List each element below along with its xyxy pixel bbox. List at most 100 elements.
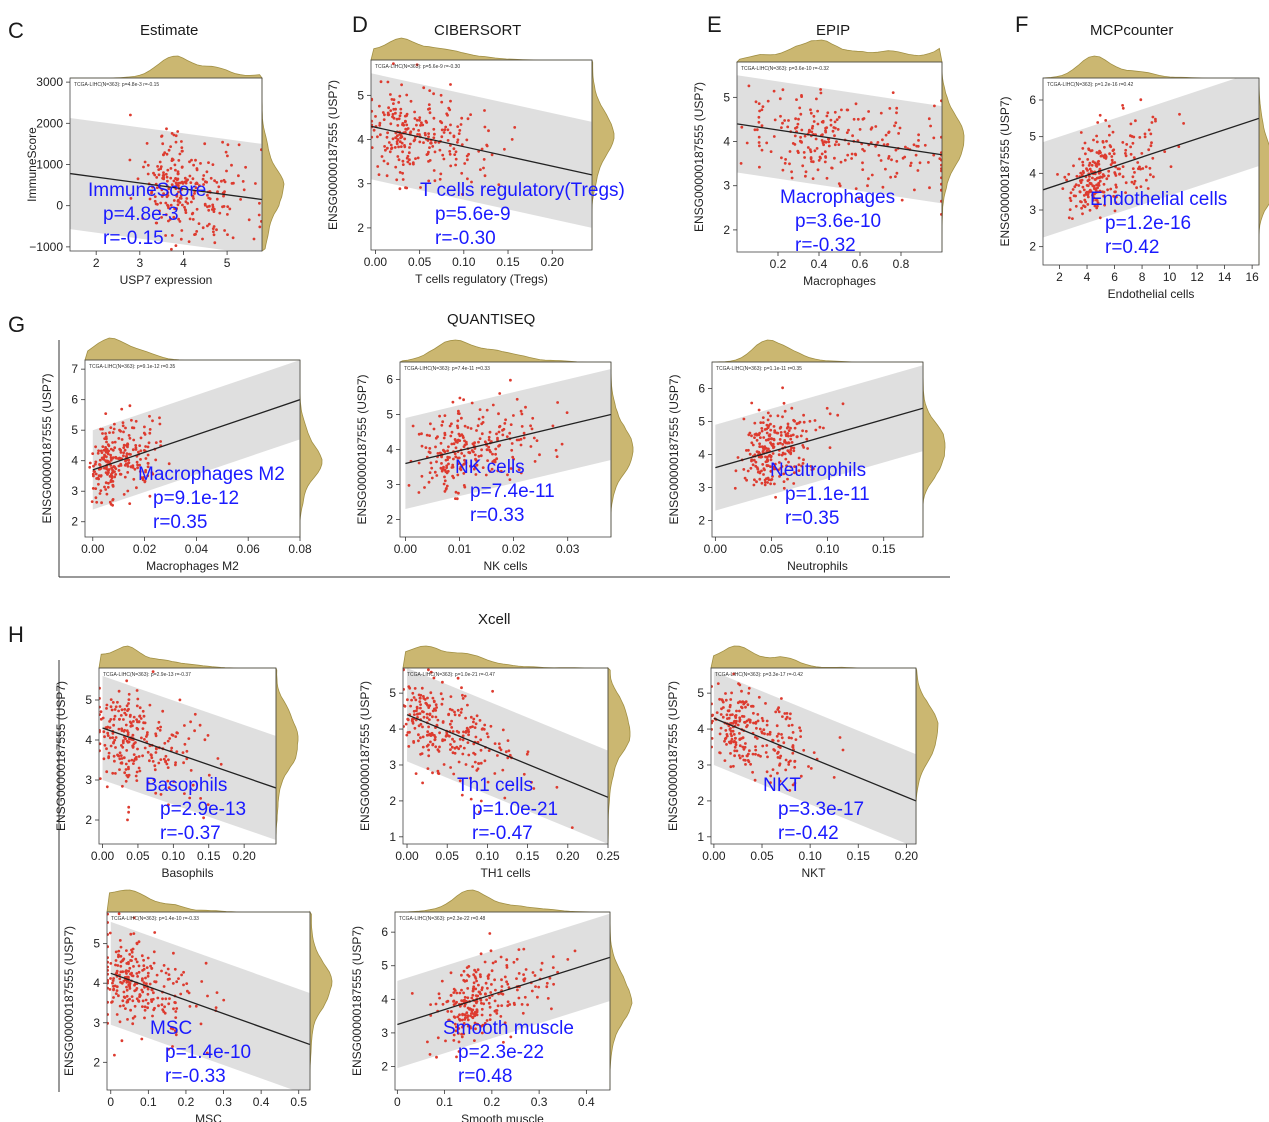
th1-cells-point [414, 772, 418, 775]
macrophages-point [793, 134, 797, 138]
neutrophils-y-axis-label: ENSG00000187555 (USP7) [667, 374, 681, 524]
tregs-point [409, 99, 413, 103]
macrophages-point [780, 126, 783, 129]
tregs-point [390, 98, 394, 101]
plot-smooth-muscle: TCGA-LIHC(N=363): p=2.3e-22 r=0.480 0.1 0.… [350, 889, 633, 1122]
nkt-point [776, 739, 780, 743]
smooth-muscle-point [450, 1010, 453, 1013]
macrophages-point [814, 137, 818, 141]
smooth-muscle-point [475, 1001, 478, 1005]
nkt-point [759, 754, 762, 758]
panel-letter-e: E [707, 12, 722, 37]
tregs-point [397, 145, 400, 149]
msc-point [162, 964, 166, 967]
macrophages-point [787, 119, 790, 122]
msc-xtick-label: 0 [107, 1095, 114, 1109]
nk-cells-point [443, 475, 446, 479]
nkt-point [747, 691, 751, 695]
nk-cells-point [452, 442, 456, 446]
neutrophils-point [782, 486, 786, 490]
endothelial-point [1104, 119, 1108, 122]
macrophages-m2-point [133, 467, 137, 471]
endothelial-point [1105, 139, 1108, 143]
macrophages-m2-ytick-label: 6 [71, 393, 78, 407]
basophils-point [106, 731, 110, 735]
msc-point [173, 967, 177, 971]
tregs-y-density [591, 59, 615, 250]
nkt-xtick-label: 0.00 [702, 849, 726, 863]
immunescore-point [165, 127, 168, 131]
msc-point [130, 974, 134, 977]
tregs-point [466, 177, 469, 181]
endothelial-point [1150, 141, 1153, 145]
basophils-point [132, 715, 136, 719]
macrophages-m2-point [88, 461, 92, 465]
macrophages-point [837, 182, 841, 186]
th1-cells-point [441, 697, 445, 701]
th1-cells-points [403, 668, 574, 829]
nk-cells-point [439, 466, 443, 470]
nkt-point [734, 736, 737, 740]
neutrophils-point [769, 458, 773, 462]
nk-cells-point [481, 415, 485, 419]
nk-cells-point [510, 442, 514, 445]
endothelial-annotation-line: p=1.2e-16 [1105, 213, 1191, 234]
smooth-muscle-point [466, 1024, 470, 1028]
nk-cells-point [489, 450, 492, 454]
nkt-point [740, 737, 743, 740]
immunescore-point [212, 233, 216, 237]
macrophages-m2-point [138, 470, 142, 473]
basophils-point [123, 728, 126, 732]
nkt-point [793, 760, 797, 763]
nkt-point [799, 729, 802, 733]
smooth-muscle-point [458, 991, 462, 995]
endothelial-point [1113, 161, 1117, 164]
th1-cells-point [419, 752, 422, 756]
tregs-point [456, 140, 459, 144]
basophils-point [102, 730, 106, 734]
neutrophils-point [757, 433, 761, 437]
nk-cells-point [442, 436, 446, 440]
tregs-point [448, 131, 452, 135]
nk-cells-point [446, 469, 450, 473]
neutrophils-point [793, 426, 797, 430]
neutrophils-xtick-label: 0.15 [872, 542, 896, 556]
endothelial-point [1080, 206, 1083, 210]
neutrophils-ytick-label: 4 [698, 447, 705, 461]
smooth-muscle-point [479, 975, 482, 979]
macrophages-point [909, 164, 912, 168]
msc-point [142, 964, 146, 968]
macrophages-point [757, 141, 761, 144]
smooth-muscle-point [474, 987, 478, 991]
msc-frame [106, 911, 311, 1091]
smooth-muscle-point [454, 1029, 458, 1033]
tregs-point [392, 62, 395, 66]
basophils-point [138, 769, 142, 773]
neutrophils-point [769, 482, 772, 486]
macrophages-point [903, 155, 907, 159]
macrophages-m2-point [122, 451, 125, 455]
neutrophils-xtick-label: 0.00 [704, 542, 728, 556]
tregs-point [400, 135, 404, 139]
endothelial-point [1069, 191, 1073, 195]
macrophages-m2-point [139, 436, 143, 440]
endothelial-point [1098, 113, 1102, 117]
endothelial-point [1124, 148, 1128, 152]
nkt-point [754, 748, 758, 752]
nk-cells-point [454, 455, 458, 459]
endothelial-point [1146, 187, 1150, 190]
msc-point [143, 1016, 146, 1020]
th1-cells-point [441, 721, 445, 724]
plot-macrophages-m2: TCGA-LIHC(N=363): p=9.1e-12 r=0.350.00 0.… [40, 337, 323, 573]
nk-cells-point [458, 439, 462, 442]
nk-cells-point [515, 397, 519, 401]
neutrophils-point [774, 495, 777, 499]
tregs-point [413, 110, 416, 114]
msc-point [115, 969, 119, 973]
msc-point [132, 916, 136, 920]
macrophages-m2-point [146, 474, 150, 478]
macrophages-point [781, 88, 785, 92]
nkt-point [768, 730, 772, 734]
macrophages-m2-xtick-label: 0.00 [81, 542, 105, 556]
